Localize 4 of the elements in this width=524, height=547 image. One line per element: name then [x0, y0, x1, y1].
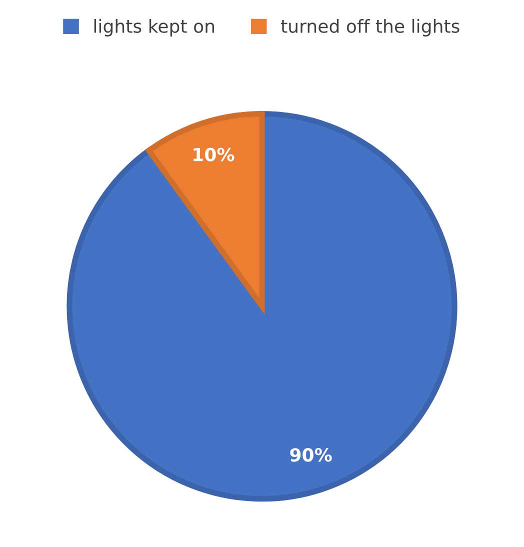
data-label: 10% — [194, 148, 234, 162]
legend-label: turned off the lights — [281, 18, 460, 36]
data-label: 90% — [290, 448, 332, 462]
legend-label: lights kept on — [94, 18, 214, 36]
